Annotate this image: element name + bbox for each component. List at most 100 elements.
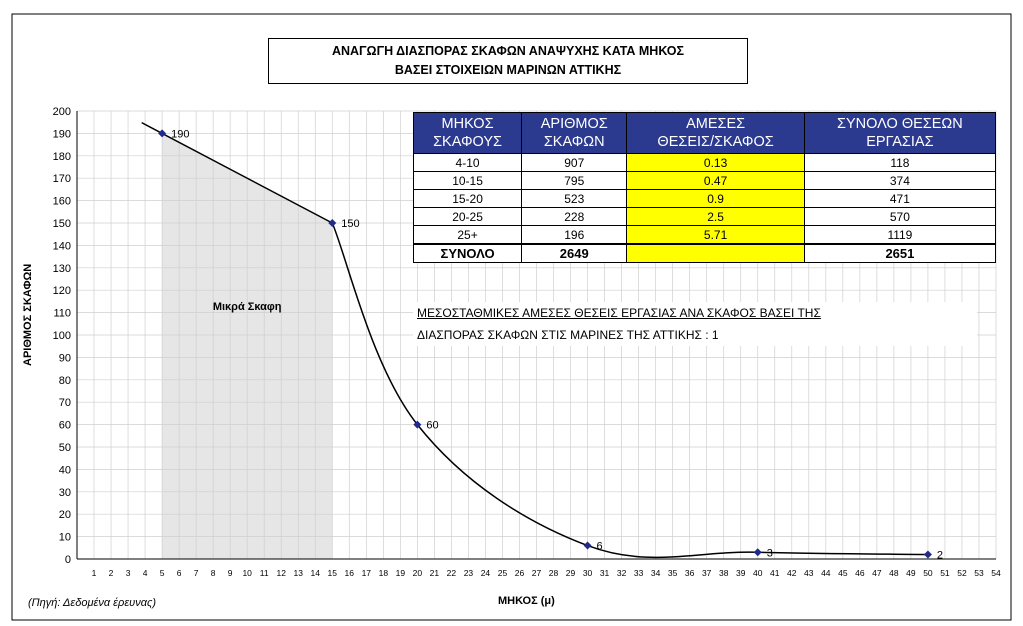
table-total-row: ΣΥΝΟΛΟ 2649 2651 — [412, 243, 997, 263]
data-label: 190 — [171, 128, 189, 140]
cell-length: 25+ — [412, 225, 523, 245]
data-label: 6 — [597, 541, 603, 553]
total-count: 2649 — [521, 243, 628, 263]
x-tick-label: 37 — [702, 568, 712, 578]
x-tick-label: 22 — [447, 568, 457, 578]
table-row: 25+ 196 5.71 1119 — [412, 225, 997, 245]
x-tick-label: 10 — [242, 568, 252, 578]
y-axis-label: ΑΡΙΘΜΟΣ ΣΚΑΦΩΝ — [22, 263, 34, 366]
y-tick-label: 20 — [59, 509, 71, 521]
series-line — [141, 121, 928, 559]
cell-length: 4-10 — [412, 153, 523, 172]
x-tick-label: 8 — [211, 568, 216, 578]
cell-count: 523 — [521, 189, 628, 208]
cell-total: 471 — [803, 189, 997, 208]
data-point — [583, 541, 592, 550]
x-tick-label: 32 — [617, 568, 627, 578]
x-tick-label: 44 — [821, 568, 831, 578]
y-tick-label: 150 — [53, 218, 71, 230]
cell-total: 374 — [803, 171, 997, 190]
x-tick-label: 23 — [464, 568, 474, 578]
table-row: 15-20 523 0.9 471 — [412, 189, 997, 208]
data-label: 3 — [767, 547, 773, 559]
y-tick-label: 70 — [59, 397, 71, 409]
x-tick-label: 14 — [311, 568, 321, 578]
table-row: 10-15 795 0.47 374 — [412, 171, 997, 190]
x-tick-label: 19 — [396, 568, 406, 578]
total-label: ΣΥΝΟΛΟ — [412, 243, 523, 263]
x-tick-label: 34 — [651, 568, 661, 578]
x-tick-label: 30 — [583, 568, 593, 578]
header-count: ΑΡΙΘΜΟΣ ΣΚΑΦΩΝ — [521, 112, 628, 154]
y-tick-label: 50 — [59, 442, 71, 454]
x-tick-label: 31 — [600, 568, 610, 578]
x-tick-label: 24 — [481, 568, 491, 578]
x-tick-label: 48 — [889, 568, 899, 578]
x-tick-label: 9 — [228, 568, 233, 578]
cell-count: 795 — [521, 171, 628, 190]
x-tick-label: 35 — [668, 568, 678, 578]
x-tick-label: 18 — [379, 568, 389, 578]
x-tick-label: 45 — [838, 568, 848, 578]
y-tick-label: 10 — [59, 532, 71, 544]
y-tick-label: 0 — [65, 554, 71, 566]
x-tick-label: 2 — [109, 568, 114, 578]
x-tick-label: 11 — [260, 568, 269, 578]
x-tick-label: 54 — [991, 568, 1001, 578]
header-length: ΜΗΚΟΣ ΣΚΑΦΟΥΣ — [412, 112, 523, 154]
cell-ratio: 2.5 — [626, 207, 805, 226]
y-tick-label: 130 — [53, 263, 71, 275]
x-tick-label: 38 — [719, 568, 729, 578]
x-tick-label: 16 — [345, 568, 355, 578]
y-tick-label: 120 — [53, 285, 71, 297]
cell-total: 570 — [803, 207, 997, 226]
x-tick-label: 5 — [160, 568, 165, 578]
x-tick-label: 46 — [855, 568, 865, 578]
x-tick-label: 36 — [685, 568, 695, 578]
x-tick-label: 12 — [276, 568, 286, 578]
x-tick-label: 17 — [362, 568, 372, 578]
table-header-row: ΜΗΚΟΣ ΣΚΑΦΟΥΣ ΑΡΙΘΜΟΣ ΣΚΑΦΩΝ ΑΜΕΣΕΣ ΘΕΣΕΙΣ/… — [412, 112, 997, 154]
y-tick-label: 200 — [53, 106, 71, 118]
x-tick-label: 41 — [770, 568, 780, 578]
cell-total: 1119 — [803, 225, 997, 245]
y-tick-label: 80 — [59, 375, 71, 387]
y-tick-label: 170 — [53, 173, 71, 185]
cell-ratio: 0.47 — [626, 171, 805, 190]
x-tick-label: 13 — [294, 568, 304, 578]
x-tick-label: 43 — [804, 568, 814, 578]
header-jobs-per-boat: ΑΜΕΣΕΣ ΘΕΣΕΙΣ/ΣΚΑΦΟΣ — [626, 112, 805, 154]
source-note: (Πηγή: Δεδομένα έρευνας) — [28, 597, 156, 609]
x-tick-label: 28 — [549, 568, 559, 578]
y-tick-label: 40 — [59, 464, 71, 476]
x-tick-label: 20 — [413, 568, 423, 578]
x-tick-label: 4 — [143, 568, 148, 578]
cell-length: 20-25 — [412, 207, 523, 226]
x-tick-label: 40 — [753, 568, 763, 578]
x-tick-label: 47 — [872, 568, 882, 578]
shaded-region-label: Μικρά Σκαφη — [213, 301, 282, 313]
cell-total: 118 — [803, 153, 997, 172]
note-line-2: ΔΙΑΣΠΟΡΑΣ ΣΚΑΦΩΝ ΣΤΙΣ ΜΑΡΙΝΕΣ ΤΗΣ ΑΤΤΙΚΗ… — [417, 328, 719, 342]
x-axis-label: ΜΗΚΟΣ (μ) — [498, 595, 555, 607]
x-tick-label: 15 — [328, 568, 338, 578]
cell-length: 10-15 — [412, 171, 523, 190]
x-tick-label: 51 — [940, 568, 950, 578]
chart-title: ΑΝΑΓΩΓΗ ΔΙΑΣΠΟΡΑΣ ΣΚΑΦΩΝ ΑΝΑΨΥΧΗΣ ΚΑΤΑ Μ… — [268, 38, 748, 84]
x-tick-label: 39 — [736, 568, 746, 578]
header-total-jobs: ΣΥΝΟΛΟ ΘΕΣΕΩΝ ΕΡΓΑΣΙΑΣ — [803, 112, 997, 154]
x-tick-label: 50 — [923, 568, 933, 578]
x-tick-label: 26 — [515, 568, 525, 578]
total-jobs: 2651 — [803, 243, 997, 263]
title-line-2: ΒΑΣΕΙ ΣΤΟΙΧΕΙΩΝ ΜΑΡΙΝΩΝ ΑΤΤΙΚΗΣ — [394, 63, 622, 77]
cell-ratio: 0.13 — [626, 153, 805, 172]
x-tick-label: 33 — [634, 568, 644, 578]
y-tick-label: 110 — [53, 308, 71, 320]
cell-ratio: 0.9 — [626, 189, 805, 208]
note-box: ΜΕΣΟΣΤΑΘΜΙΚΕΣ ΑΜΕΣΕΣ ΘΕΣΕΙΣ ΕΡΓΑΣΙΑΣ ΑΝΑ… — [413, 302, 977, 346]
cell-count: 196 — [521, 225, 628, 245]
data-label: 2 — [937, 550, 943, 562]
note-line-1: ΜΕΣΟΣΤΑΘΜΙΚΕΣ ΑΜΕΣΕΣ ΘΕΣΕΙΣ ΕΡΓΑΣΙΑΣ ΑΝΑ… — [417, 306, 821, 320]
total-ratio — [626, 243, 805, 263]
